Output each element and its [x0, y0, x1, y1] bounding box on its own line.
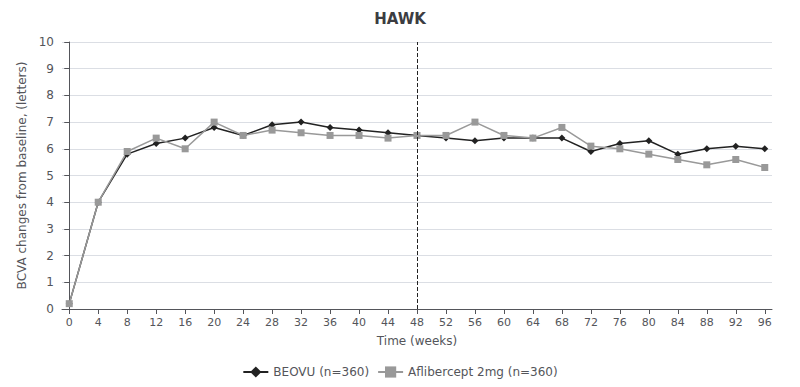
svg-text:0: 0	[46, 302, 54, 316]
svg-text:Time (weeks): Time (weeks)	[376, 334, 457, 348]
svg-text:76: 76	[613, 316, 627, 329]
svg-text:84: 84	[671, 316, 685, 329]
svg-text:80: 80	[642, 316, 656, 329]
svg-text:3: 3	[46, 222, 54, 236]
svg-text:BCVA changes from baseline, (l: BCVA changes from baseline, (letters)	[15, 62, 29, 290]
svg-text:7: 7	[46, 115, 54, 129]
svg-text:5: 5	[46, 169, 54, 183]
svg-text:8: 8	[124, 316, 131, 329]
svg-text:88: 88	[700, 316, 714, 329]
svg-text:60: 60	[497, 316, 511, 329]
svg-text:52: 52	[439, 316, 453, 329]
svg-text:24: 24	[236, 316, 250, 329]
svg-text:16: 16	[178, 316, 192, 329]
svg-text:92: 92	[729, 316, 743, 329]
svg-text:1: 1	[46, 275, 54, 289]
svg-text:28: 28	[265, 316, 279, 329]
svg-text:4: 4	[95, 316, 102, 329]
svg-text:12: 12	[149, 316, 163, 329]
svg-text:Aflibercept 2mg (n=360): Aflibercept 2mg (n=360)	[408, 365, 558, 379]
svg-text:48: 48	[410, 316, 424, 329]
svg-text:9: 9	[46, 62, 54, 76]
svg-text:4: 4	[46, 195, 54, 209]
svg-text:44: 44	[381, 316, 395, 329]
svg-text:32: 32	[294, 316, 308, 329]
svg-text:20: 20	[207, 316, 221, 329]
svg-text:10: 10	[39, 35, 54, 49]
svg-text:72: 72	[584, 316, 598, 329]
svg-text:40: 40	[352, 316, 366, 329]
svg-text:0: 0	[66, 316, 73, 329]
svg-text:2: 2	[46, 249, 54, 263]
svg-text:96: 96	[758, 316, 772, 329]
svg-text:6: 6	[46, 142, 54, 156]
svg-text:36: 36	[323, 316, 337, 329]
svg-text:68: 68	[555, 316, 569, 329]
svg-text:64: 64	[526, 316, 540, 329]
svg-text:8: 8	[46, 88, 54, 102]
svg-text:56: 56	[468, 316, 482, 329]
svg-text:BEOVU (n=360): BEOVU (n=360)	[273, 365, 369, 379]
svg-text:HAWK: HAWK	[374, 10, 427, 28]
